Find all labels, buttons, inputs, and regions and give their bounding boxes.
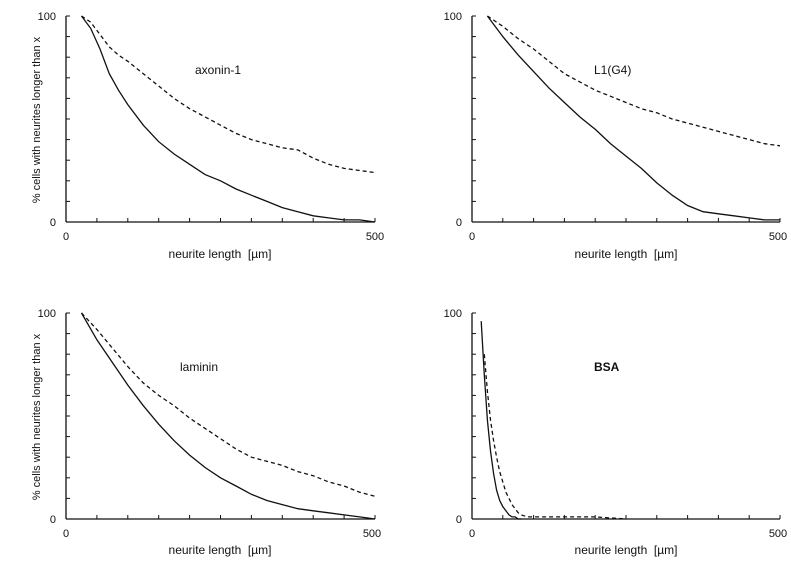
series-group [480, 321, 627, 520]
x-tick-label-right: 500 [363, 528, 381, 540]
panel-label: laminin [180, 360, 218, 374]
chart-panel-l1-g4: 100 0 0 500 neurite length [µm] L1(G4) [444, 11, 788, 261]
x-axis-label: neurite length [µm] [169, 543, 272, 557]
series-line-dashed [81, 15, 376, 174]
y-tick-label-top: 100 [444, 11, 462, 23]
series-group [80, 312, 376, 520]
x-axis-label: neurite length [µm] [575, 247, 678, 261]
y-tick-label-bottom: 0 [456, 514, 462, 526]
panel-label: BSA [594, 360, 620, 374]
x-tick-label-right: 500 [366, 231, 384, 243]
series-line-dashed [487, 15, 781, 147]
y-tick-label-top: 100 [444, 308, 462, 320]
series-group [486, 15, 781, 221]
y-axis-label: % cells with neurites longer than x [31, 333, 43, 500]
y-axis-label: % cells with neurites longer than x [31, 36, 43, 203]
x-tick-label-left: 0 [63, 231, 69, 243]
axis-ticks [471, 312, 781, 520]
series-line-solid [80, 312, 376, 520]
y-tick-label-bottom: 0 [50, 217, 56, 229]
x-tick-label-left: 0 [469, 231, 475, 243]
series-group [80, 15, 376, 223]
x-tick-label-right: 500 [769, 528, 787, 540]
chart-panel-laminin: 100 0 0 500 neurite length [µm] % cells … [31, 308, 381, 557]
x-tick-label-left: 0 [63, 528, 69, 540]
axis-ticks [65, 15, 376, 223]
series-line-solid [486, 15, 780, 221]
series-line-dashed [81, 312, 376, 497]
panel-label: axonin-1 [195, 63, 241, 77]
y-tick-label-top: 100 [38, 11, 56, 23]
panel-label: L1(G4) [594, 63, 631, 77]
axis-ticks [65, 312, 376, 520]
x-axis-label: neurite length [µm] [575, 543, 678, 557]
chart-panel-bsa: 100 0 0 500 neurite length [µm] BSA [444, 308, 788, 557]
x-axis-label: neurite length [µm] [169, 247, 272, 261]
series-line-solid [80, 15, 376, 223]
x-tick-label-right: 500 [769, 231, 787, 243]
series-line-solid [480, 321, 522, 520]
axis-ticks [471, 15, 781, 223]
y-tick-label-bottom: 0 [50, 514, 56, 526]
y-tick-label-top: 100 [38, 308, 56, 320]
chart-panel-axonin-1: 100 0 0 500 neurite length [µm] % cells … [31, 11, 384, 261]
series-line-dashed [483, 354, 627, 520]
x-tick-label-left: 0 [469, 528, 475, 540]
y-tick-label-bottom: 0 [456, 217, 462, 229]
